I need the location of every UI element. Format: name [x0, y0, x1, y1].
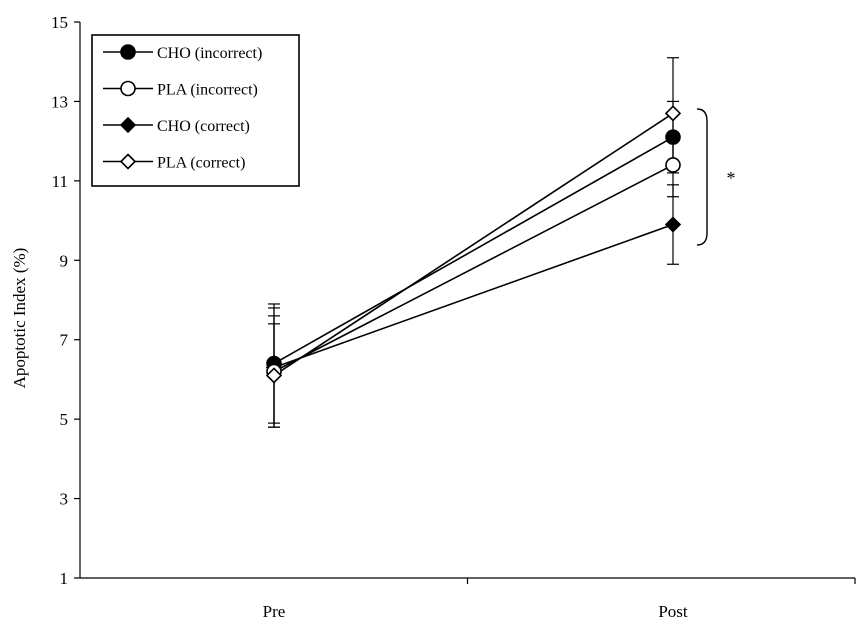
significance-marker: *	[727, 168, 736, 188]
legend-marker	[121, 45, 135, 59]
y-tick-label: 9	[60, 251, 69, 270]
data-point	[666, 106, 680, 120]
significance-bracket	[697, 109, 707, 245]
data-point	[666, 130, 680, 144]
series-line	[274, 113, 673, 375]
series-line	[274, 225, 673, 368]
x-tick-label: Pre	[263, 602, 286, 620]
x-tick-label: Post	[658, 602, 688, 620]
series-line	[274, 137, 673, 363]
y-tick-label: 15	[51, 13, 68, 32]
legend-entry-label: CHO (incorrect)	[157, 45, 262, 62]
data-point	[666, 158, 680, 172]
legend-entry-label: PLA (incorrect)	[157, 82, 258, 99]
data-point	[666, 218, 680, 232]
y-tick-label: 11	[52, 172, 68, 191]
y-tick-label: 13	[51, 92, 68, 111]
legend-entry-label: CHO (correct)	[157, 118, 250, 135]
legend-marker	[121, 82, 135, 96]
y-tick-label: 5	[60, 410, 69, 429]
significance-bracket-group: *	[697, 109, 736, 245]
y-tick-label: 3	[60, 490, 69, 509]
y-axis-title: Apoptotic Index (%)	[10, 248, 29, 389]
legend-entry-label: PLA (correct)	[157, 155, 245, 172]
y-tick-label: 1	[60, 569, 69, 588]
y-tick-label: 7	[60, 331, 69, 350]
legend: CHO (incorrect) PLA (incorrect) CHO (corre…	[92, 35, 299, 186]
series-layer	[267, 58, 680, 427]
series-line	[274, 165, 673, 372]
